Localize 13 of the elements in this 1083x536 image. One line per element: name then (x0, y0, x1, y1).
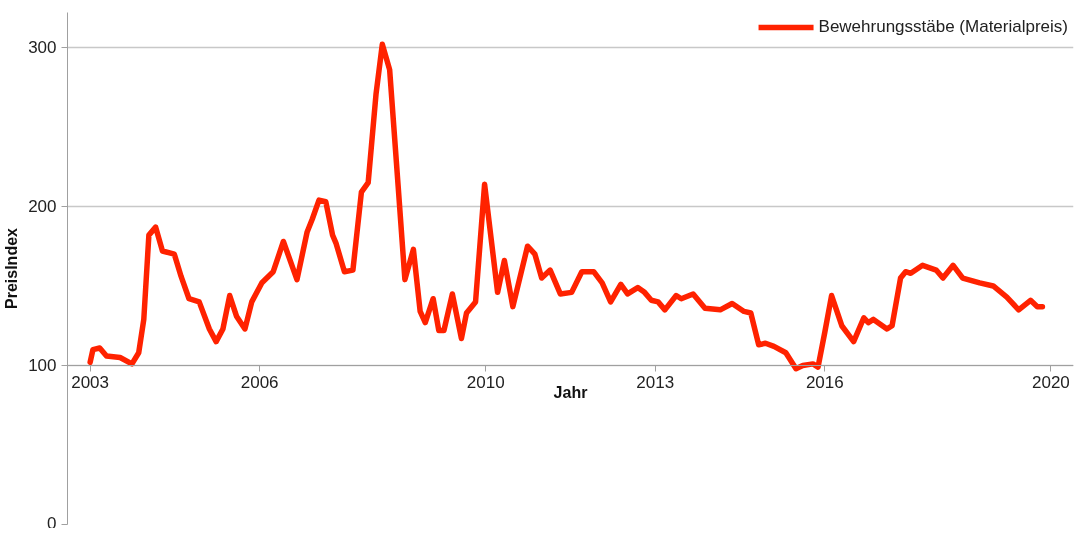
y-tick-label: 300 (28, 38, 57, 58)
x-tick-label: 2010 (466, 373, 505, 393)
y-tick-label: 200 (28, 197, 57, 217)
x-tick-label: 2013 (636, 373, 675, 393)
x-tick-label: 2003 (71, 373, 110, 393)
x-tick-label: 2020 (1031, 373, 1070, 393)
y-axis-title: PreisIndex (3, 227, 21, 309)
x-tick-label: 2006 (240, 373, 279, 393)
x-tick-label: 2016 (805, 373, 844, 393)
legend-label: Bewehrungsstäbe (Materialpreis) (818, 17, 1068, 37)
y-tick-label: 100 (28, 356, 57, 376)
y-tick-label: 0 (47, 513, 57, 533)
x-axis-title: Jahr (553, 383, 588, 401)
